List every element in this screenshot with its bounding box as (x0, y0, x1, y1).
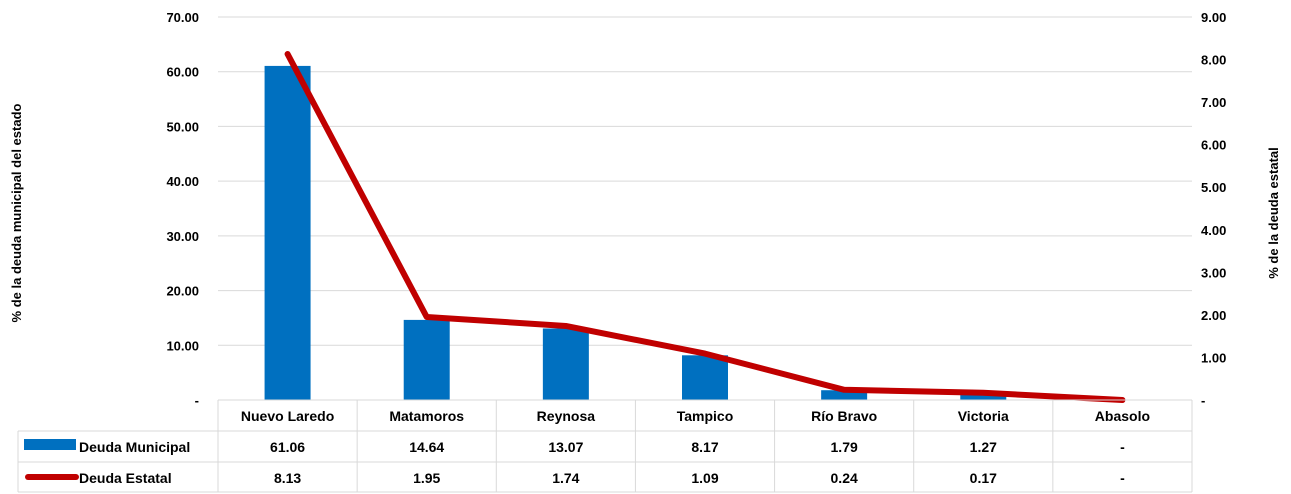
table-cell-estatal: 0.24 (831, 470, 858, 486)
category-label: Matamoros (389, 408, 464, 424)
bar (264, 65, 311, 400)
bar-series (264, 65, 1007, 400)
data-table: Nuevo Laredo Matamoros Reynosa Tampico Río B… (17, 399, 1193, 493)
table-cell-estatal: 1.95 (413, 470, 440, 486)
right-tick-label: 2.00 (1201, 308, 1226, 323)
legend-label-municipal: Deuda Municipal (79, 439, 190, 455)
right-tick-label: 9.00 (1201, 10, 1226, 25)
category-label: Nuevo Laredo (241, 408, 334, 424)
category-label: Reynosa (537, 408, 596, 424)
right-tick-label: 6.00 (1201, 138, 1226, 153)
table-cell-estatal: 0.17 (970, 470, 997, 486)
table-cell-estatal: 1.74 (552, 470, 579, 486)
table-cell-estatal: - (1120, 470, 1125, 486)
table-cell-estatal: 1.09 (691, 470, 718, 486)
right-axis-title: % de la deuda estatal (1266, 147, 1281, 279)
right-tick-label: - (1201, 393, 1205, 408)
table-cell-municipal: 1.79 (831, 439, 858, 455)
right-tick-label: 4.00 (1201, 223, 1226, 238)
left-tick-label: 40.00 (166, 174, 199, 189)
bar (960, 393, 1007, 400)
gridlines (218, 16, 1192, 346)
right-tick-label: 8.00 (1201, 53, 1226, 68)
table-cell-municipal: - (1120, 439, 1125, 455)
left-tick-label: 70.00 (166, 10, 199, 25)
right-tick-label: 7.00 (1201, 95, 1226, 110)
table-cell-municipal: 14.64 (409, 439, 444, 455)
left-tick-label: 50.00 (166, 119, 199, 134)
bar (403, 319, 450, 400)
table-cell-municipal: 8.17 (691, 439, 718, 455)
legend-swatch-municipal (24, 439, 76, 450)
left-axis-title: % de la deuda municipal del estado (9, 104, 24, 323)
right-tick-label: 1.00 (1201, 350, 1226, 365)
bar (542, 328, 589, 400)
table-cell-municipal: 61.06 (270, 439, 305, 455)
category-label: Abasolo (1095, 408, 1150, 424)
line-series (284, 51, 1126, 403)
category-label: Tampico (677, 408, 734, 424)
left-tick-label: - (195, 393, 199, 408)
category-label: Victoria (958, 408, 1009, 424)
legend-label-estatal: Deuda Estatal (79, 470, 172, 486)
category-label: Río Bravo (811, 408, 877, 424)
table-cell-municipal: 1.27 (970, 439, 997, 455)
left-tick-label: 30.00 (166, 229, 199, 244)
right-tick-label: 3.00 (1201, 265, 1226, 280)
bar (821, 390, 868, 400)
table-cell-municipal: 13.07 (548, 439, 583, 455)
left-tick-label: 10.00 (166, 338, 199, 353)
bar (682, 355, 728, 400)
left-axis-ticks: - 10.00 20.00 30.00 40.00 50.00 60.00 70.00 (166, 10, 199, 408)
left-tick-label: 20.00 (166, 284, 199, 299)
right-axis-ticks: - 1.00 2.00 3.00 4.00 5.00 6.00 7.00 8.00 9.00 (1201, 10, 1226, 408)
table-cell-estatal: 8.13 (274, 470, 301, 486)
right-tick-label: 5.00 (1201, 180, 1226, 195)
left-tick-label: 60.00 (166, 65, 199, 80)
